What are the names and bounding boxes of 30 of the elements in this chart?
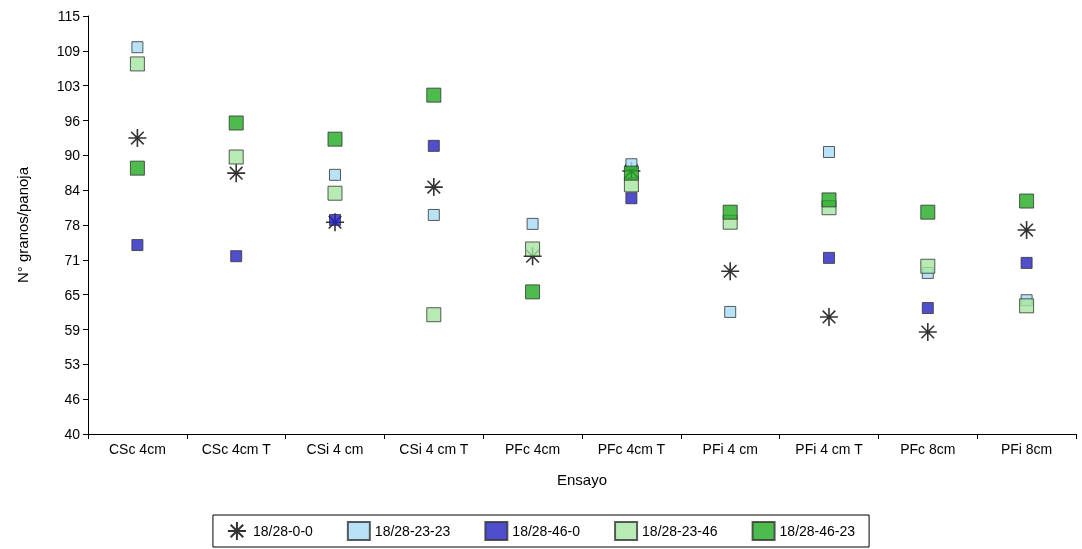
legend-label: 18/28-46-0 — [512, 523, 581, 539]
y-tick-label: 65 — [64, 286, 81, 303]
legend-label: 18/28-23-46 — [642, 523, 718, 539]
legend-label: 18/28-46-23 — [779, 523, 856, 539]
y-tick-label: 84 — [64, 182, 81, 199]
y-tick-label: 96 — [64, 112, 81, 129]
x-tick-label: PFi 8cm — [1000, 441, 1053, 457]
x-axis-title: Ensayo — [556, 471, 608, 488]
y-tick-label: 46 — [64, 391, 81, 408]
y-tick-label: 78 — [64, 217, 81, 233]
y-axis-title: N° granos/panoja — [14, 166, 31, 284]
y-tick-label: 53 — [64, 356, 81, 373]
y-tick-label: 103 — [56, 77, 81, 94]
x-tick-label: CSc 4cm T — [201, 441, 272, 457]
legend-label: 18/28-23-23 — [374, 523, 451, 539]
y-tick-label: 59 — [64, 321, 81, 338]
x-tick-label: CSi 4 cm T — [399, 441, 469, 457]
x-tick-label: PFc 4cm T — [597, 441, 666, 457]
x-tick-label: PFi 4 cm — [702, 441, 758, 457]
x-tick-label: CSc 4cm — [109, 441, 166, 457]
x-tick-label: CSi 4 cm — [306, 441, 364, 457]
y-tick-label: 71 — [64, 251, 81, 268]
y-tick-label: 115 — [57, 8, 81, 24]
legend-label: 18/28-0-0 — [252, 523, 314, 539]
x-tick-label: PFi 4 cm T — [795, 441, 864, 457]
y-tick-label: 109 — [56, 42, 81, 59]
x-tick-label: PFc 8cm — [900, 441, 956, 457]
y-tick-label: 40 — [64, 426, 81, 442]
y-tick-label: 90 — [64, 147, 81, 164]
x-tick-label: PFc 4cm — [504, 441, 561, 457]
